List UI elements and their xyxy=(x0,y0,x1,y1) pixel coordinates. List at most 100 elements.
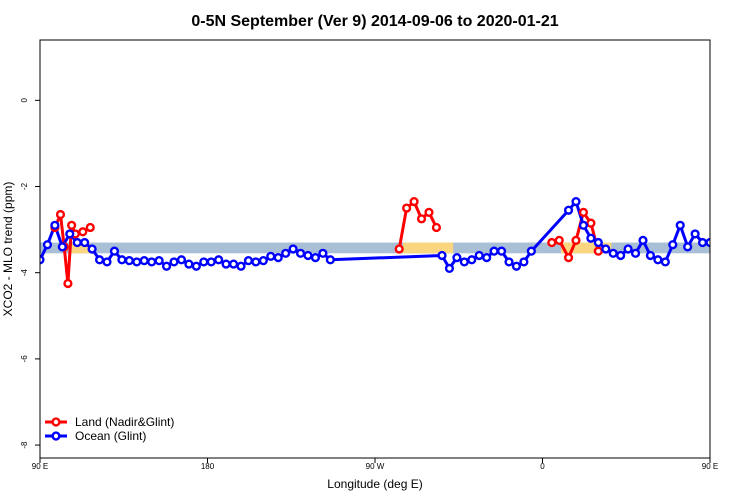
y-tick-label: -8 xyxy=(20,441,29,449)
series-1-point xyxy=(251,257,261,267)
series-1-point xyxy=(601,244,611,254)
series-1-point xyxy=(303,250,313,261)
series-1-point xyxy=(117,255,127,265)
series-1-point xyxy=(50,220,60,230)
series-0-point xyxy=(67,220,77,230)
series-0-point xyxy=(431,222,442,233)
series-1-point xyxy=(199,257,209,267)
series-1-point xyxy=(295,248,306,258)
series-1-point xyxy=(683,242,693,252)
series-1-point xyxy=(482,253,492,263)
series-1-point xyxy=(608,248,618,258)
series-1-point xyxy=(102,257,112,267)
series-0-point xyxy=(735,280,742,287)
series-0-point xyxy=(55,209,66,220)
y-tick-label: -4 xyxy=(20,269,29,277)
y-tick-label: -2 xyxy=(20,182,29,190)
series-1-point xyxy=(616,250,626,261)
series-1-point xyxy=(504,257,514,267)
series-1-point xyxy=(154,256,164,266)
x-tick-label: 90 W xyxy=(366,462,385,471)
series-1-point xyxy=(459,257,469,267)
series-1-point xyxy=(139,256,149,266)
band-2 xyxy=(402,242,454,254)
series-0-point xyxy=(63,278,73,289)
series-1-point xyxy=(258,256,268,266)
series-1-point xyxy=(653,255,663,265)
series-1-point xyxy=(42,240,53,250)
series-1-point xyxy=(109,246,120,256)
series-1-point xyxy=(571,196,581,207)
series-0-point xyxy=(402,203,412,213)
series-1-point xyxy=(660,257,670,267)
series-1-point xyxy=(526,246,536,256)
series-0-point xyxy=(554,235,564,245)
series-1-point xyxy=(310,253,321,263)
series-0-point xyxy=(721,224,728,231)
x-tick-label: 0 xyxy=(540,462,545,471)
series-1-point xyxy=(124,256,134,266)
band-4 xyxy=(730,243,750,254)
series-0-point xyxy=(571,235,581,245)
series-1-point xyxy=(191,261,201,271)
series-1-point xyxy=(467,255,477,265)
series-1-point xyxy=(675,220,685,230)
series-1-point xyxy=(697,237,708,248)
plot-area xyxy=(39,39,750,459)
series-1-point xyxy=(474,250,484,261)
x-axis-label: Longitude (deg E) xyxy=(327,477,422,491)
series-points xyxy=(40,196,742,289)
band-1 xyxy=(71,242,91,254)
y-axis-label: XCO2 - MLO trend (ppm) xyxy=(1,182,15,317)
series-0-point xyxy=(424,207,434,217)
series-0-point xyxy=(394,244,404,254)
series-1-point xyxy=(452,253,462,263)
series-1-point xyxy=(586,233,596,243)
series-0-point xyxy=(547,237,557,248)
series-0-point xyxy=(578,207,589,217)
series-1-point xyxy=(147,257,157,267)
series-0-point xyxy=(593,246,603,256)
series-1-point xyxy=(176,255,187,265)
series-1-point xyxy=(690,229,700,239)
series-1-point xyxy=(40,255,45,265)
chart-title: 0-5N September (Ver 9) 2014-09-06 to 202… xyxy=(191,13,558,30)
band-0 xyxy=(40,242,710,254)
series-1-point xyxy=(132,257,142,267)
legend-marker-1 xyxy=(51,431,61,441)
series-0-point xyxy=(731,243,738,250)
band-3 xyxy=(561,242,612,254)
series-1-point xyxy=(184,259,194,269)
y-tick-label: -6 xyxy=(20,355,29,363)
series-1-point xyxy=(623,244,633,254)
legend-marker-0 xyxy=(51,417,61,427)
series-0-point xyxy=(409,196,419,207)
series-1-point xyxy=(273,253,283,263)
series-1-point xyxy=(638,235,648,245)
series-1-point xyxy=(318,248,328,258)
series-1-point xyxy=(325,255,335,265)
series-1-point xyxy=(228,259,239,269)
series-1-point xyxy=(72,237,82,248)
series-1-point xyxy=(161,261,172,271)
series-1-point xyxy=(645,250,656,261)
legend-label-1: Ocean (Glint) xyxy=(75,429,146,443)
series-1-point xyxy=(94,255,105,265)
series-0-point xyxy=(586,218,596,228)
y-axis-ticks: 0 -2 -4 -6 -8 xyxy=(20,98,40,449)
series-1-point xyxy=(437,250,447,261)
series-1-point xyxy=(288,244,298,254)
series-1-point xyxy=(593,237,603,248)
x-tick-label: 90 E xyxy=(702,462,718,471)
series-1-point xyxy=(266,251,276,261)
series-1-point xyxy=(519,257,529,267)
series-1-point xyxy=(80,237,90,248)
series-0-line-4 xyxy=(725,215,746,284)
series-1-point xyxy=(87,244,97,254)
series-0-point xyxy=(563,253,574,263)
x-axis-ticks: 90 E 180 90 W 0 90 E xyxy=(32,458,718,471)
series-1-point xyxy=(511,261,522,271)
series-1-point xyxy=(206,257,216,267)
series-1-point xyxy=(236,261,246,271)
